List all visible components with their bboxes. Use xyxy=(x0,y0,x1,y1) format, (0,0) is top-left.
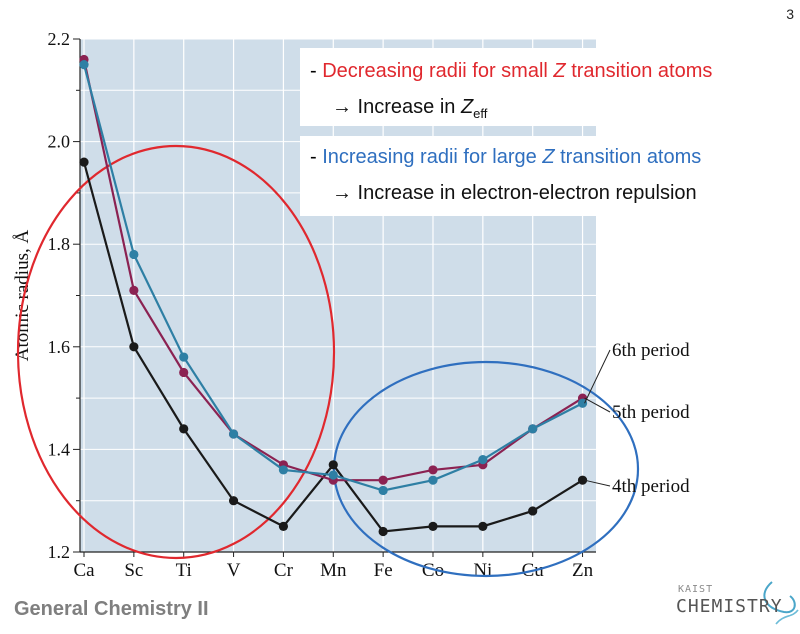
blue-text-a: Increasing radii for large xyxy=(322,146,543,168)
y-tick-label: 1.4 xyxy=(48,439,71,459)
bullet-dash: - xyxy=(310,60,323,82)
logo-swirl-icon xyxy=(763,581,799,625)
red-annotation-line1: - Decreasing radii for small Z transitio… xyxy=(310,60,712,83)
series-label-leader xyxy=(584,349,611,404)
data-point-period6 xyxy=(228,429,239,439)
data-point-period4 xyxy=(428,521,438,531)
y-tick-label: 2.2 xyxy=(48,29,71,49)
x-tick-label: Ti xyxy=(176,560,192,581)
y-axis-label: Atomic radius, Å xyxy=(12,230,33,362)
red-text-a: Decreasing radii for small xyxy=(322,60,554,82)
data-point-period6 xyxy=(129,249,139,260)
arrow-text: → Increase in xyxy=(332,96,461,118)
course-footer: General Chemistry II xyxy=(14,598,209,620)
x-tick-label: V xyxy=(227,560,241,581)
blue-text-b: transition atoms xyxy=(554,146,702,168)
series-label-leader xyxy=(584,479,611,487)
logo-chemistry-text: CHEMISTRY xyxy=(676,596,783,617)
x-tick-label: Fe xyxy=(374,560,393,581)
y-tick-label: 1.8 xyxy=(48,234,71,254)
data-point-period6 xyxy=(478,455,488,465)
eff-subscript: eff xyxy=(473,106,488,121)
series-labels: 4th period 5th period 6th period xyxy=(584,340,690,497)
y-tick-label: 1.6 xyxy=(48,337,71,357)
bullet-dash: - xyxy=(310,146,323,168)
red-annotation-line2: → Increase in Zeff xyxy=(332,96,487,121)
data-point-period5 xyxy=(129,285,139,295)
blue-annotation-box: - Increasing radii for large Z transitio… xyxy=(300,136,798,216)
data-point-period5 xyxy=(378,475,388,485)
blue-annotation-line2: → Increase in electron-electron repulsio… xyxy=(332,182,697,204)
data-point-period6 xyxy=(79,60,89,70)
x-tick-label: Zn xyxy=(572,560,594,581)
data-point-period4 xyxy=(179,424,189,434)
data-point-period4 xyxy=(129,342,139,352)
y-tick-label: 1.2 xyxy=(48,542,71,562)
logo-kaist-text: KAIST xyxy=(678,584,714,595)
red-highlight-ellipse xyxy=(16,144,336,560)
x-tick-label: Ni xyxy=(473,560,492,581)
axes xyxy=(73,38,596,557)
red-annotation-box: - Decreasing radii for small Z transitio… xyxy=(300,48,798,126)
z-symbol: Z xyxy=(460,96,474,118)
data-point-period4 xyxy=(378,526,388,537)
x-tick-label: Mn xyxy=(320,560,347,581)
series-label-period6: 6th period xyxy=(612,340,690,361)
y-tick-label: 2.0 xyxy=(48,132,71,152)
page-number: 3 xyxy=(786,6,794,22)
series-label-period4: 4th period xyxy=(612,476,690,497)
red-text-z: Z xyxy=(553,60,566,82)
blue-text-z: Z xyxy=(542,146,555,168)
data-point-period6 xyxy=(428,475,438,485)
kaist-chemistry-logo: KAIST CHEMISTRY xyxy=(672,574,800,630)
red-text-b: transition atoms xyxy=(565,60,713,82)
data-point-period4 xyxy=(79,157,89,167)
data-point-period4 xyxy=(228,496,239,506)
data-point-period6 xyxy=(328,470,338,480)
data-point-period4 xyxy=(577,475,588,485)
data-point-period6 xyxy=(278,465,289,475)
x-tick-label: Cr xyxy=(274,560,294,581)
data-point-period5 xyxy=(428,465,438,475)
data-point-period4 xyxy=(528,506,538,516)
data-point-period4 xyxy=(278,521,289,531)
data-point-period6 xyxy=(528,424,538,434)
series-label-period5: 5th period xyxy=(612,402,690,423)
blue-annotation-line1: - Increasing radii for large Z transitio… xyxy=(310,146,701,169)
data-point-period6 xyxy=(577,398,588,408)
x-tick-label: Ca xyxy=(73,560,95,581)
x-tick-label: Sc xyxy=(124,560,143,581)
data-point-period4 xyxy=(478,521,488,531)
data-point-period4 xyxy=(328,460,338,470)
series-label-leader xyxy=(584,397,611,413)
data-point-period6 xyxy=(378,485,388,496)
x-tick-label: Co xyxy=(422,560,444,581)
data-point-period5 xyxy=(179,367,189,378)
data-point-period6 xyxy=(179,352,189,362)
series-lines xyxy=(79,54,588,537)
